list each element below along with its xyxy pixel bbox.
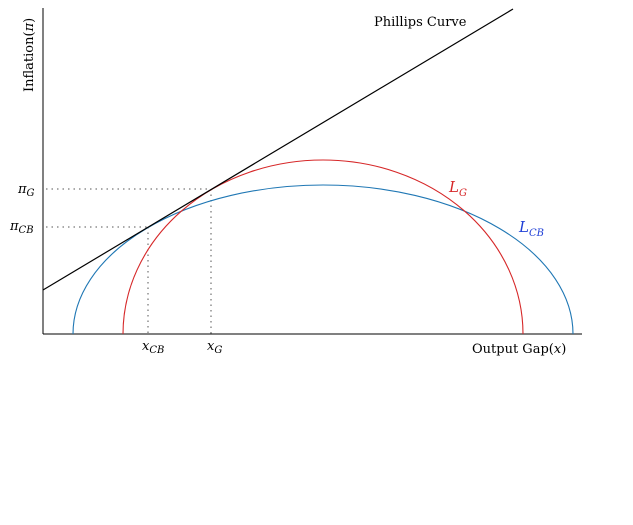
y-tick-pi-g: πG [17, 182, 35, 199]
phillips-curve-label: Phillips Curve [374, 15, 467, 30]
curve-label-lg: LG [448, 178, 467, 199]
curve-label-lcb: LCB [518, 218, 544, 239]
phillips-curve-line [42, 8, 514, 291]
loss-curve-cb [72, 184, 574, 335]
y-axis-label: Inflation(π) [22, 18, 37, 92]
y-tick-pi-cb: πCB [9, 219, 34, 236]
x-tick-x-g: xG [207, 339, 222, 356]
x-axis-label: Output Gap(x) [472, 342, 566, 357]
loss-curve-g [122, 159, 524, 335]
x-tick-x-cb: xCB [142, 339, 164, 356]
